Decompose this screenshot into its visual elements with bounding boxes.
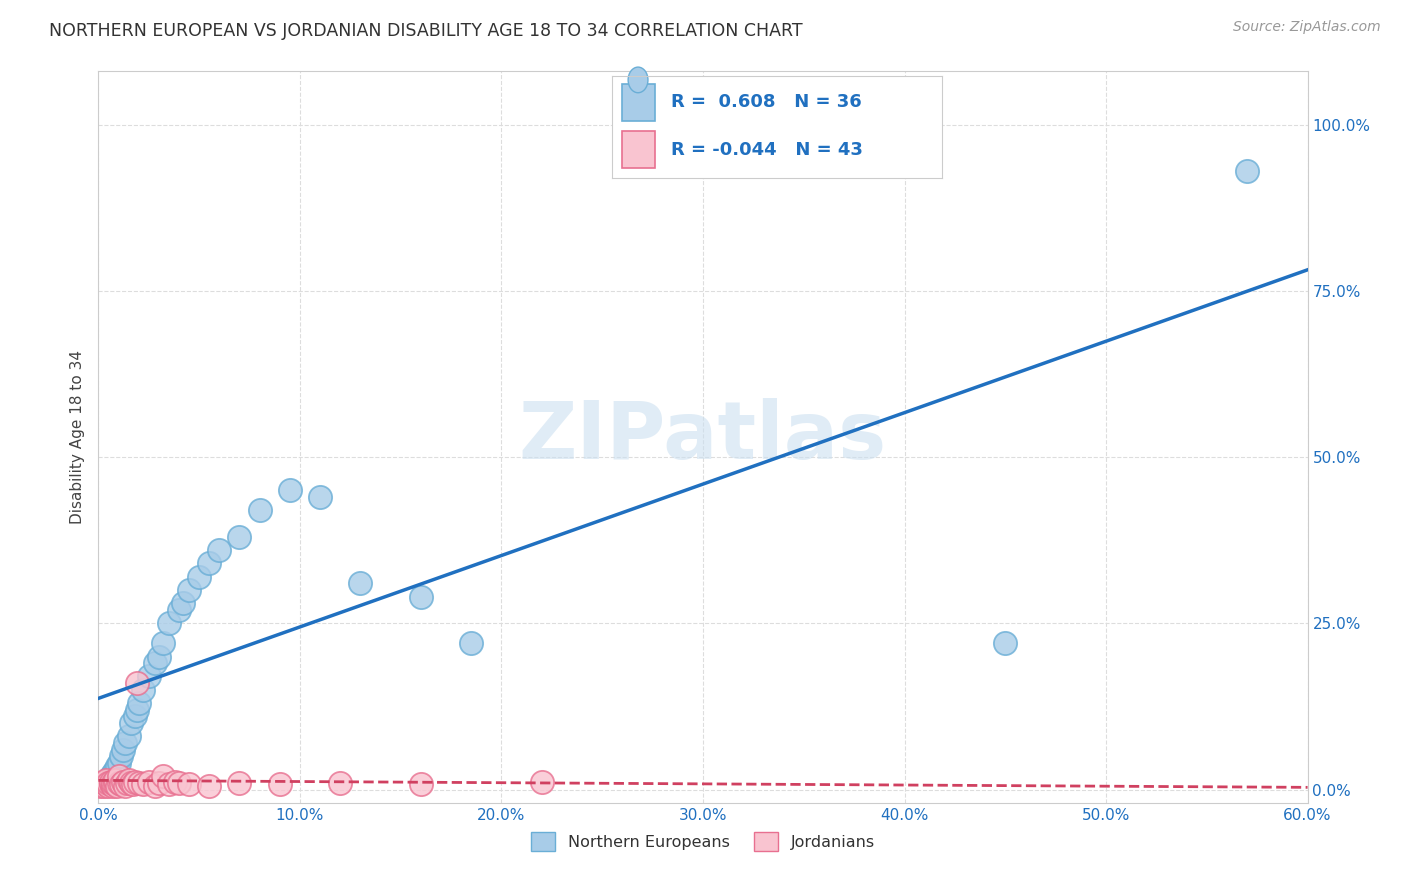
Point	[97, 779, 120, 793]
Point	[96, 777, 118, 791]
Ellipse shape	[628, 67, 648, 93]
Point	[124, 709, 146, 723]
Point	[132, 682, 155, 697]
Text: R =  0.608   N = 36: R = 0.608 N = 36	[671, 94, 862, 112]
Point	[120, 776, 142, 790]
Point	[103, 772, 125, 787]
Point	[125, 703, 148, 717]
Point	[111, 774, 134, 789]
Point	[100, 774, 122, 789]
Point	[167, 776, 190, 790]
Point	[96, 772, 118, 787]
Point	[198, 557, 221, 571]
Point	[530, 774, 553, 789]
Point	[101, 776, 124, 790]
Point	[148, 649, 170, 664]
Point	[91, 777, 114, 791]
Point	[172, 596, 194, 610]
Point	[309, 490, 332, 504]
Point	[138, 669, 160, 683]
Point	[97, 772, 120, 787]
Point	[152, 769, 174, 783]
Text: Source: ZipAtlas.com: Source: ZipAtlas.com	[1233, 20, 1381, 34]
Point	[97, 776, 120, 790]
Point	[103, 777, 125, 791]
Point	[89, 779, 111, 793]
Point	[167, 603, 190, 617]
Point	[110, 777, 132, 791]
Text: R = -0.044   N = 43: R = -0.044 N = 43	[671, 141, 863, 159]
Point	[994, 636, 1017, 650]
Legend: Northern Europeans, Jordanians: Northern Europeans, Jordanians	[524, 826, 882, 857]
Point	[114, 779, 136, 793]
Bar	[621, 84, 655, 121]
Point	[125, 676, 148, 690]
Point	[329, 776, 352, 790]
Point	[128, 776, 150, 790]
Point	[198, 779, 221, 793]
Point	[111, 742, 134, 756]
Point	[105, 759, 128, 773]
Point	[101, 765, 124, 780]
Point	[115, 776, 138, 790]
Point	[179, 582, 201, 597]
Point	[121, 777, 143, 791]
Point	[100, 777, 122, 791]
Point	[157, 777, 180, 791]
Point	[128, 696, 150, 710]
Point	[93, 774, 115, 789]
Point	[249, 503, 271, 517]
Point	[1236, 164, 1258, 178]
Point	[148, 776, 170, 790]
Point	[107, 756, 129, 770]
Point	[349, 576, 371, 591]
Point	[93, 779, 115, 793]
Point	[228, 776, 250, 790]
Point	[103, 763, 125, 777]
Point	[101, 779, 124, 793]
Point	[118, 729, 141, 743]
Point	[409, 590, 432, 604]
Point	[269, 777, 291, 791]
Point	[124, 774, 146, 789]
Point	[179, 777, 201, 791]
Text: ZIPatlas: ZIPatlas	[519, 398, 887, 476]
Point	[152, 636, 174, 650]
Bar	[621, 131, 655, 168]
Text: NORTHERN EUROPEAN VS JORDANIAN DISABILITY AGE 18 TO 34 CORRELATION CHART: NORTHERN EUROPEAN VS JORDANIAN DISABILIT…	[49, 22, 803, 40]
Point	[143, 779, 166, 793]
Point	[107, 776, 129, 790]
Point	[118, 772, 141, 787]
Point	[228, 530, 250, 544]
Point	[91, 776, 114, 790]
Y-axis label: Disability Age 18 to 34: Disability Age 18 to 34	[70, 350, 86, 524]
Point	[120, 716, 142, 731]
Point	[105, 779, 128, 793]
Point	[100, 769, 122, 783]
Point	[132, 777, 155, 791]
Point	[163, 774, 186, 789]
Point	[107, 769, 129, 783]
Point	[138, 774, 160, 789]
Point	[157, 616, 180, 631]
Point	[188, 570, 211, 584]
Point	[110, 749, 132, 764]
Point	[114, 736, 136, 750]
Point	[460, 636, 482, 650]
Point	[278, 483, 301, 498]
Point	[409, 777, 432, 791]
Point	[93, 776, 115, 790]
Point	[143, 656, 166, 670]
Point	[208, 543, 231, 558]
